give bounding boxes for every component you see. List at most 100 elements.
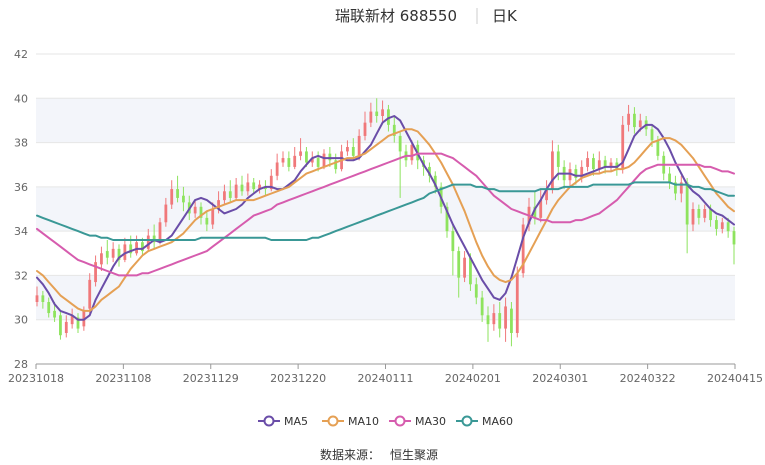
- candle-body: [433, 175, 437, 187]
- candle-body: [674, 182, 677, 194]
- candle-body: [691, 209, 695, 225]
- candle: [381, 100, 384, 123]
- candle: [135, 235, 138, 256]
- candle: [264, 180, 267, 196]
- candle: [299, 138, 302, 161]
- candle-body: [117, 248, 121, 260]
- candle-body: [264, 186, 267, 190]
- candle-body: [463, 257, 466, 278]
- candle-body: [70, 315, 74, 325]
- candle: [94, 255, 97, 287]
- x-tick-label: 20240111: [358, 372, 414, 385]
- y-axis: 28 30 32 34 36 38 40 42: [14, 48, 28, 371]
- candle-body: [35, 295, 39, 302]
- candle-body: [457, 251, 461, 278]
- candle: [176, 175, 179, 203]
- candle: [609, 158, 613, 172]
- candle: [70, 308, 74, 329]
- candle: [293, 147, 297, 170]
- ma60-line: [36, 181, 735, 241]
- candle: [182, 186, 185, 212]
- candle: [258, 180, 261, 194]
- legend-item-ma30[interactable]: MA30: [389, 415, 446, 428]
- candle: [463, 251, 466, 283]
- candle-body: [720, 222, 724, 229]
- candle-body: [387, 109, 390, 125]
- candle: [211, 202, 215, 229]
- candle-body: [510, 308, 513, 333]
- candle: [697, 204, 701, 225]
- candle-body: [100, 253, 103, 265]
- candle-body: [316, 158, 320, 167]
- candle-body: [474, 284, 478, 298]
- y-tick-label: 38: [14, 137, 28, 150]
- candle: [64, 315, 68, 338]
- candlesticks: [35, 98, 736, 347]
- candle-body: [480, 297, 484, 316]
- candle-body: [129, 244, 133, 254]
- candle: [720, 217, 724, 234]
- chart-period: 日K: [492, 7, 518, 25]
- x-tick-label: 20231018: [8, 372, 64, 385]
- x-tick-label: 20240415: [707, 372, 763, 385]
- candle: [164, 197, 168, 227]
- candle-body: [603, 160, 607, 167]
- candle: [369, 102, 373, 128]
- legend-item-ma5[interactable]: MA5: [258, 415, 308, 428]
- candle-body: [123, 244, 127, 260]
- candle: [715, 215, 718, 236]
- candle: [504, 297, 507, 342]
- candle-body: [609, 162, 613, 167]
- candle-body: [621, 124, 625, 170]
- candle-body: [574, 169, 578, 178]
- ma30-line: [36, 152, 735, 277]
- candle: [627, 104, 630, 132]
- candle-body: [428, 166, 431, 176]
- candle: [88, 273, 92, 314]
- candle-body: [685, 182, 689, 225]
- candle: [474, 277, 478, 305]
- candle: [685, 178, 689, 254]
- legend-item-ma60[interactable]: MA60: [456, 415, 513, 428]
- candle: [568, 162, 572, 187]
- candle: [47, 297, 51, 318]
- candle: [129, 235, 133, 258]
- svg-text:MA60: MA60: [482, 415, 513, 428]
- legend: MA5 MA10 MA30 MA60: [258, 415, 513, 428]
- candle-body: [586, 158, 589, 167]
- candle-body: [504, 306, 507, 329]
- legend-item-ma10[interactable]: MA10: [322, 415, 379, 428]
- candle: [105, 240, 109, 265]
- candle-body: [521, 224, 525, 274]
- candle: [328, 147, 332, 167]
- candle: [679, 175, 683, 203]
- candle: [246, 173, 250, 196]
- plot-band: [36, 186, 735, 232]
- candle-body: [176, 189, 179, 198]
- candle-body: [597, 160, 601, 170]
- candle: [35, 286, 39, 307]
- candle-body: [709, 209, 712, 221]
- source-value: 恒生聚源: [390, 448, 438, 462]
- candle: [199, 202, 203, 225]
- candle: [375, 98, 379, 123]
- candle-body: [88, 279, 92, 309]
- plot-bands: [36, 98, 735, 320]
- candle-body: [486, 315, 490, 325]
- candle-body: [469, 257, 472, 285]
- candle-body: [351, 147, 355, 156]
- candle-body: [322, 153, 326, 167]
- candle-body: [545, 189, 548, 201]
- candle: [445, 202, 449, 238]
- candle-body: [281, 158, 285, 163]
- candle-body: [240, 184, 244, 192]
- candle: [398, 131, 402, 198]
- candle-body: [94, 262, 97, 283]
- candle-body: [252, 182, 256, 190]
- x-tick-label: 20231220: [270, 372, 326, 385]
- candle: [223, 184, 226, 205]
- candle: [498, 302, 502, 338]
- candle: [703, 204, 707, 223]
- y-tick-label: 32: [14, 269, 28, 282]
